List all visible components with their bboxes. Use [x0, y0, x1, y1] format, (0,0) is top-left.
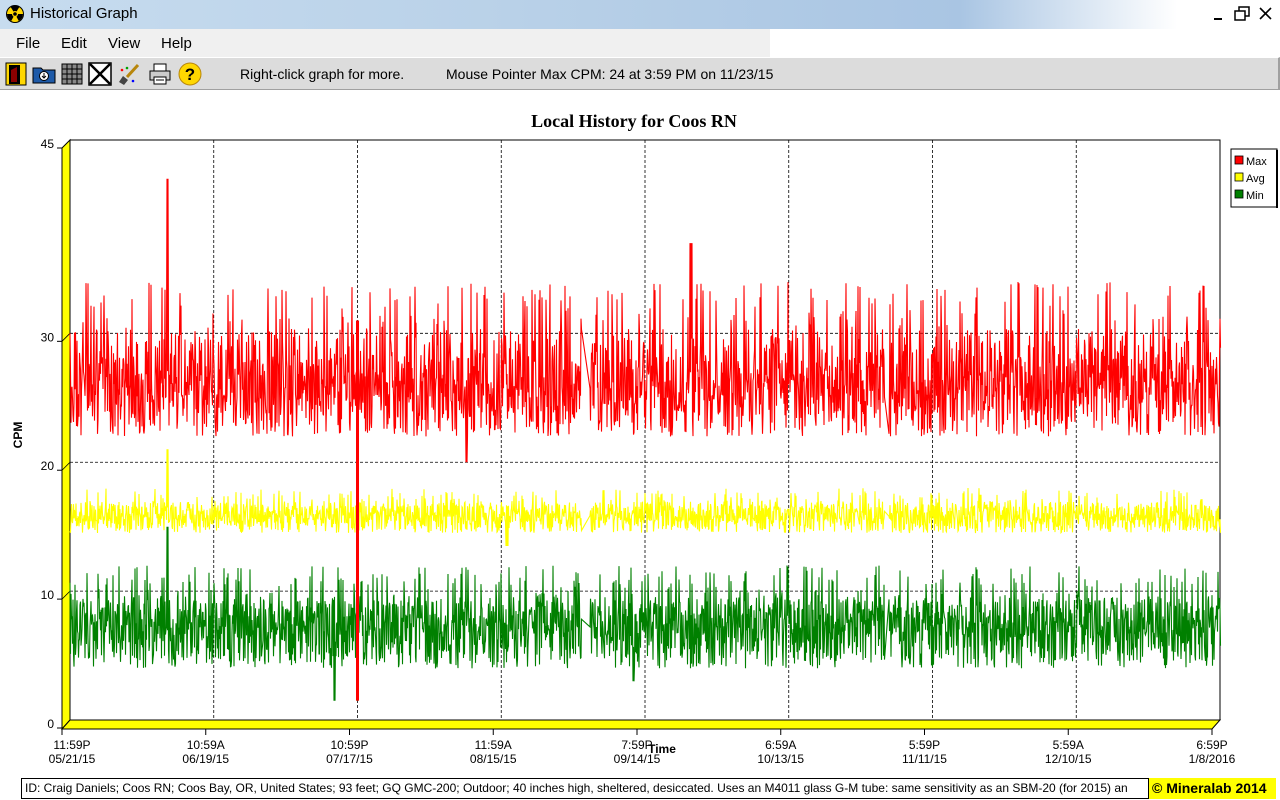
close-button[interactable] — [1256, 4, 1276, 24]
left-wall — [61, 138, 71, 731]
print-icon[interactable] — [148, 62, 172, 86]
title-bar: Historical Graph — [0, 0, 1280, 29]
brand-label: © Mineralab 2014 — [1149, 778, 1276, 799]
x-tick-time: 6:59A — [765, 738, 796, 752]
legend-label-min: Min — [1246, 190, 1264, 202]
table-icon[interactable] — [60, 62, 84, 86]
menu-view[interactable]: View — [108, 35, 141, 52]
x-tick-date: 1/8/2016 — [1189, 752, 1236, 766]
series-avg-line — [69, 449, 1222, 547]
menu-help[interactable]: Help — [161, 35, 192, 52]
clear-brush-icon[interactable] — [118, 62, 142, 86]
x-tick-date: 09/14/15 — [614, 752, 661, 766]
x-tick-date: 08/15/15 — [470, 752, 517, 766]
legend-swatch-avg — [1234, 172, 1244, 182]
y-tick-label: 0 — [47, 717, 54, 731]
x-tick-date: 11/11/15 — [902, 752, 947, 766]
x-tick-time: 10:59A — [187, 738, 225, 752]
help-icon[interactable]: ? — [178, 62, 202, 86]
gridlines — [61, 140, 1220, 720]
window-title: Historical Graph — [30, 5, 138, 22]
menu-file[interactable]: File — [16, 35, 41, 52]
y-axis-ticks: 45 30 20 10 0 — [41, 137, 62, 731]
mouse-pointer-status: Mouse Pointer Max CPM: 24 at 3:59 PM on … — [446, 66, 774, 82]
menu-bar: File Edit View Help — [0, 29, 770, 57]
legend-swatch-min — [1234, 189, 1244, 199]
y-tick-label: 10 — [41, 588, 55, 602]
x-tick-time: 11:59A — [475, 738, 512, 752]
station-info-text: ID: Craig Daniels; Coos RN; Coos Bay, OR… — [25, 781, 1128, 795]
x-axis-label: Time — [648, 742, 676, 756]
x-tick-date: 07/17/15 — [326, 752, 373, 766]
brand-text: © Mineralab 2014 — [1152, 780, 1267, 796]
legend-label-avg: Avg — [1246, 173, 1265, 185]
series-lines — [69, 178, 1222, 701]
x-tick-time: 10:59P — [330, 738, 368, 752]
x-tick-date: 10/13/15 — [757, 752, 804, 766]
y-gridline-3d — [61, 590, 71, 600]
close-x-icon[interactable] — [88, 62, 112, 86]
minimize-button[interactable] — [1209, 4, 1229, 24]
x-tick-time: 5:59P — [909, 738, 940, 752]
x-tick-date: 06/19/15 — [182, 752, 229, 766]
x-tick-time: 7:59P — [621, 738, 652, 752]
history-chart[interactable]: Local History for Coos RN 45 30 20 10 0 11:5… — [0, 90, 1280, 775]
y-tick-label: 20 — [41, 459, 55, 473]
toolbar: ? Right-click graph for more. Mouse Poin… — [0, 57, 1280, 90]
x-tick-time: 11:59P — [53, 738, 90, 752]
x-tick-time: 5:59A — [1053, 738, 1084, 752]
y-tick-label: 30 — [41, 330, 55, 344]
svg-text:?: ? — [185, 65, 195, 84]
legend-swatch-max — [1234, 155, 1244, 165]
menu-edit[interactable]: Edit — [61, 35, 87, 52]
floor — [60, 719, 1222, 730]
legend-label-max: Max — [1246, 156, 1267, 168]
y-gridline-3d — [61, 461, 71, 471]
station-info-bar: ID: Craig Daniels; Coos RN; Coos Bay, OR… — [21, 778, 1149, 799]
exit-icon[interactable] — [4, 62, 28, 86]
y-gridline-3d — [61, 333, 71, 342]
series-max-line — [69, 178, 1222, 463]
y-axis-label: CPM — [11, 422, 25, 449]
radiation-app-icon — [6, 5, 24, 23]
series-min-line — [69, 526, 1222, 701]
legend: Max Avg Min — [1230, 148, 1278, 208]
x-tick-date: 05/21/15 — [49, 752, 96, 766]
x-tick-time: 6:59P — [1196, 738, 1227, 752]
restore-button[interactable] — [1232, 4, 1252, 24]
y-tick-label: 45 — [41, 137, 55, 151]
open-folder-icon[interactable] — [32, 62, 56, 86]
toolbar-hint: Right-click graph for more. — [240, 66, 405, 82]
chart-title: Local History for Coos RN — [531, 111, 737, 131]
x-tick-date: 12/10/15 — [1045, 752, 1092, 766]
